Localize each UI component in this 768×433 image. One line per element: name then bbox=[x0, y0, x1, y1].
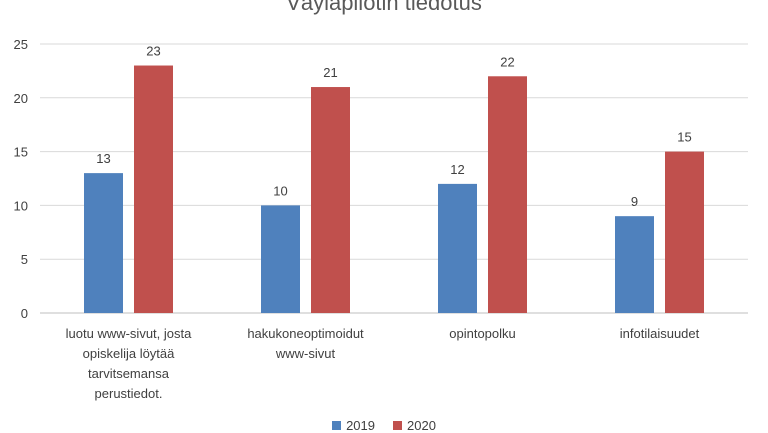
x-tick-label: perustiedot. bbox=[95, 386, 163, 401]
data-label: 15 bbox=[677, 130, 691, 145]
data-label: 12 bbox=[450, 162, 464, 177]
bar-2019-1 bbox=[261, 205, 300, 313]
x-tick-label: infotilaisuudet bbox=[620, 326, 700, 341]
legend-label-2019: 2019 bbox=[346, 418, 375, 433]
legend-swatch-2020 bbox=[393, 421, 402, 430]
bar-2019-2 bbox=[438, 183, 477, 313]
bar-2020-2 bbox=[488, 76, 527, 313]
data-label: 10 bbox=[273, 183, 287, 198]
y-tick-label: 20 bbox=[14, 91, 28, 106]
data-label: 22 bbox=[500, 54, 514, 69]
chart-legend: 2019 2020 bbox=[0, 418, 768, 433]
x-tick-label: opintopolku bbox=[449, 326, 516, 341]
legend-item-2019: 2019 bbox=[332, 418, 375, 433]
y-tick-label: 10 bbox=[14, 198, 28, 213]
data-label: 13 bbox=[96, 151, 110, 166]
y-tick-label: 15 bbox=[14, 145, 28, 160]
data-label: 21 bbox=[323, 65, 337, 80]
bar-2019-3 bbox=[615, 216, 654, 313]
legend-item-2020: 2020 bbox=[393, 418, 436, 433]
chart-title: Väyläpilotin tiedotus bbox=[286, 0, 482, 15]
y-tick-label: 0 bbox=[21, 306, 28, 321]
bar-2020-1 bbox=[311, 87, 350, 313]
x-tick-label: tarvitsemansa bbox=[88, 366, 170, 381]
bar-2020-0 bbox=[134, 65, 173, 314]
y-tick-label: 25 bbox=[14, 37, 28, 52]
bar-2020-3 bbox=[665, 151, 704, 313]
data-label: 23 bbox=[146, 44, 160, 59]
y-tick-label: 5 bbox=[21, 252, 28, 267]
x-tick-label: www-sivut bbox=[275, 346, 336, 361]
x-tick-label: opiskelija löytää bbox=[83, 346, 176, 361]
legend-swatch-2019 bbox=[332, 421, 342, 430]
x-tick-label: luotu www-sivut, josta bbox=[66, 326, 192, 341]
bar-2019-0 bbox=[84, 173, 123, 313]
x-tick-label: hakukoneoptimoidut bbox=[247, 326, 364, 341]
data-label: 9 bbox=[631, 194, 638, 209]
legend-label-2020: 2020 bbox=[407, 418, 436, 433]
